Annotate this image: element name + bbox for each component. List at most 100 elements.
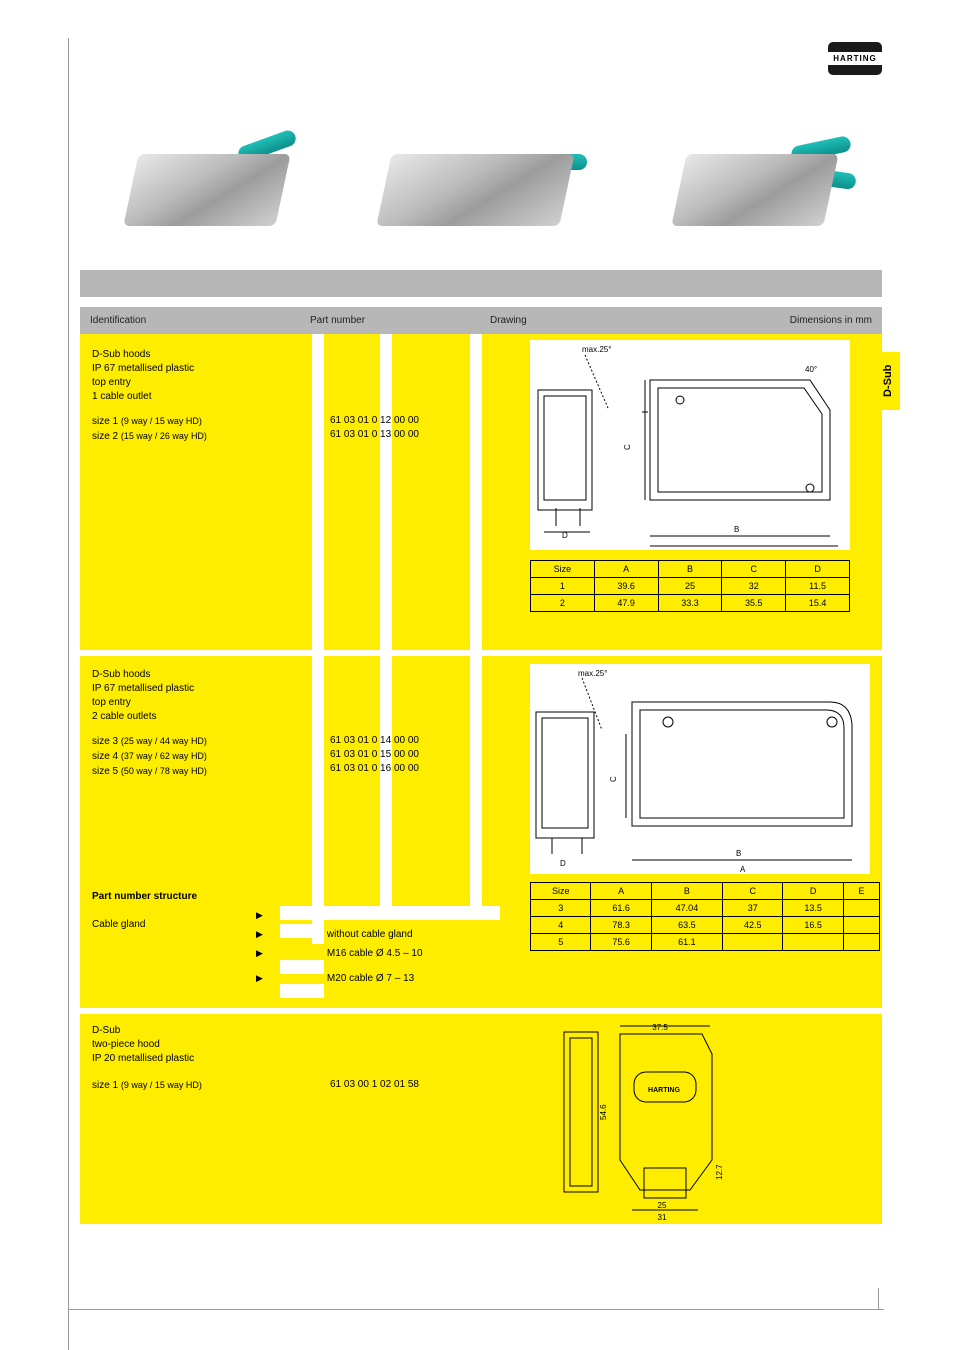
sec2-options: ▶ ▶without cable gland ▶M16 cable Ø 4.5 … (256, 906, 423, 988)
sec1-r1-label: size 1 (92, 416, 118, 427)
svg-text:HARTING: HARTING (648, 1087, 680, 1094)
t1h1: A (594, 561, 658, 578)
sec1-dim-table: Size A B C D 1 39.6 25 32 11.5 2 47.9 33… (530, 560, 850, 612)
sec2-notes: Part number structure Cable gland (92, 890, 197, 932)
s3r1l: size 1 (92, 1080, 118, 1091)
gray-bar-top (80, 270, 882, 297)
col-partno: Part number (310, 314, 490, 327)
s2opt3: M20 cable Ø 7 – 13 (327, 973, 414, 984)
sec1-pn2: 61 03 01 0 13 00 00 (330, 428, 419, 442)
t2h1: A (591, 883, 651, 900)
sec1-r2-label: size 2 (92, 431, 118, 442)
t1r0c3: 32 (722, 578, 786, 595)
t2r1c4: 16.5 (783, 917, 843, 934)
arrow-icon: ▶ (256, 948, 263, 958)
t2r2c2: 61.1 (651, 934, 722, 951)
t1r1c1: 47.9 (594, 595, 658, 612)
svg-text:max.25°: max.25° (578, 669, 607, 678)
sec-divider-2 (80, 1008, 882, 1014)
s2pn2: 61 03 01 0 15 00 00 (330, 748, 419, 762)
s2note1: Part number structure (92, 890, 197, 904)
sec2-dim-table: Size A B C D E 3 61.6 47.04 37 13.5 4 78… (530, 882, 880, 951)
product-image-1 (80, 115, 334, 245)
t1r1c0: 2 (531, 595, 595, 612)
t2r0c1: 61.6 (591, 900, 651, 917)
sec3-rows: size 1 (9 way / 15 way HD) (92, 1078, 202, 1093)
column-header-bar: Identification Part number Drawing Dimen… (80, 307, 882, 334)
svg-text:25: 25 (658, 1201, 667, 1210)
t1r0c0: 1 (531, 578, 595, 595)
page-right-rule (878, 1288, 879, 1310)
s2r3s: (50 way / 78 way HD) (121, 766, 207, 776)
t2r1c2: 63.5 (651, 917, 722, 934)
product-images-row (80, 95, 882, 265)
product-image-3 (628, 115, 882, 245)
svg-text:40°: 40° (805, 365, 817, 374)
t1r1c3: 35.5 (722, 595, 786, 612)
s3d3: IP 20 metallised plastic (92, 1052, 194, 1066)
sec2-d2: IP 67 metallised plastic (92, 682, 194, 696)
sec1-r2-span: (15 way / 26 way HD) (121, 431, 207, 441)
s2pn3: 61 03 01 0 16 00 00 (330, 762, 419, 776)
t1h3: C (722, 561, 786, 578)
s2r2l: size 4 (92, 751, 118, 762)
arrow-icon: ▶ (256, 973, 263, 983)
t2r0c2: 47.04 (651, 900, 722, 917)
sec2-d1: D-Sub hoods (92, 668, 194, 682)
s2r1s: (25 way / 44 way HD) (121, 736, 207, 746)
brand-logo: HARTING (828, 42, 882, 84)
sec3-pns: 61 03 00 1 02 01 58 (330, 1078, 419, 1092)
t2r2c5 (843, 934, 879, 951)
sec1-rows: size 1 (9 way / 15 way HD) size 2 (15 wa… (92, 414, 207, 444)
svg-text:37.5: 37.5 (652, 1023, 668, 1032)
svg-text:31: 31 (658, 1213, 667, 1220)
col-identification: Identification (90, 314, 310, 327)
svg-text:B: B (734, 525, 739, 534)
white-strip-1 (312, 334, 324, 944)
t2h4: D (783, 883, 843, 900)
sec2-rows: size 3 (25 way / 44 way HD) size 4 (37 w… (92, 734, 207, 779)
s2opt1: without cable gland (327, 929, 413, 940)
brand-name: HARTING (828, 54, 882, 63)
t1h0: Size (531, 561, 595, 578)
sec1-pns: 61 03 01 0 12 00 00 61 03 01 0 13 00 00 (330, 414, 419, 442)
sec3-drawing: 37.5 HARTING 54.6 12.7 25 31 (560, 1020, 740, 1220)
sec1-drawing: max.25° D C 40° B A (530, 340, 850, 550)
sec2-drawing: max.25° D C B A (530, 664, 870, 874)
product-image-2 (354, 115, 608, 245)
t1h2: B (658, 561, 722, 578)
t2r0c4: 13.5 (783, 900, 843, 917)
svg-text:12.7: 12.7 (715, 1164, 724, 1180)
s2r2s: (37 way / 62 way HD) (121, 751, 207, 761)
sec1-d1: D-Sub hoods (92, 348, 194, 362)
sec1-r1-span: (9 way / 15 way HD) (121, 416, 202, 426)
t2r2c4 (783, 934, 843, 951)
t2r2c1: 75.6 (591, 934, 651, 951)
t2h3: C (722, 883, 782, 900)
t2r1c0: 4 (531, 917, 591, 934)
sec1-pn1: 61 03 01 0 12 00 00 (330, 414, 419, 428)
sec3-desc: D-Sub two-piece hood IP 20 metallised pl… (92, 1024, 194, 1066)
t1r1c4: 15.4 (786, 595, 850, 612)
s2r1l: size 3 (92, 736, 118, 747)
sec2-desc: D-Sub hoods IP 67 metallised plastic top… (92, 668, 194, 724)
t2r1c3: 42.5 (722, 917, 782, 934)
t1r1c2: 33.3 (658, 595, 722, 612)
sec2-d4: 2 cable outlets (92, 710, 194, 724)
svg-text:A: A (740, 865, 746, 874)
page-bottom-rule (68, 1309, 884, 1310)
s2note2: Cable gland (92, 918, 197, 932)
t2h0: Size (531, 883, 591, 900)
sec1-d2: IP 67 metallised plastic (92, 362, 194, 376)
sec2-d3: top entry (92, 696, 194, 710)
arrow-icon: ▶ (256, 910, 263, 920)
t2r1c1: 78.3 (591, 917, 651, 934)
sec1-d4: 1 cable outlet (92, 390, 194, 404)
s2r3l: size 5 (92, 766, 118, 777)
t2r0c0: 3 (531, 900, 591, 917)
t1h4: D (786, 561, 850, 578)
col-drawing: Drawing (490, 314, 650, 327)
t1r0c1: 39.6 (594, 578, 658, 595)
t1r0c4: 11.5 (786, 578, 850, 595)
t2r0c3: 37 (722, 900, 782, 917)
